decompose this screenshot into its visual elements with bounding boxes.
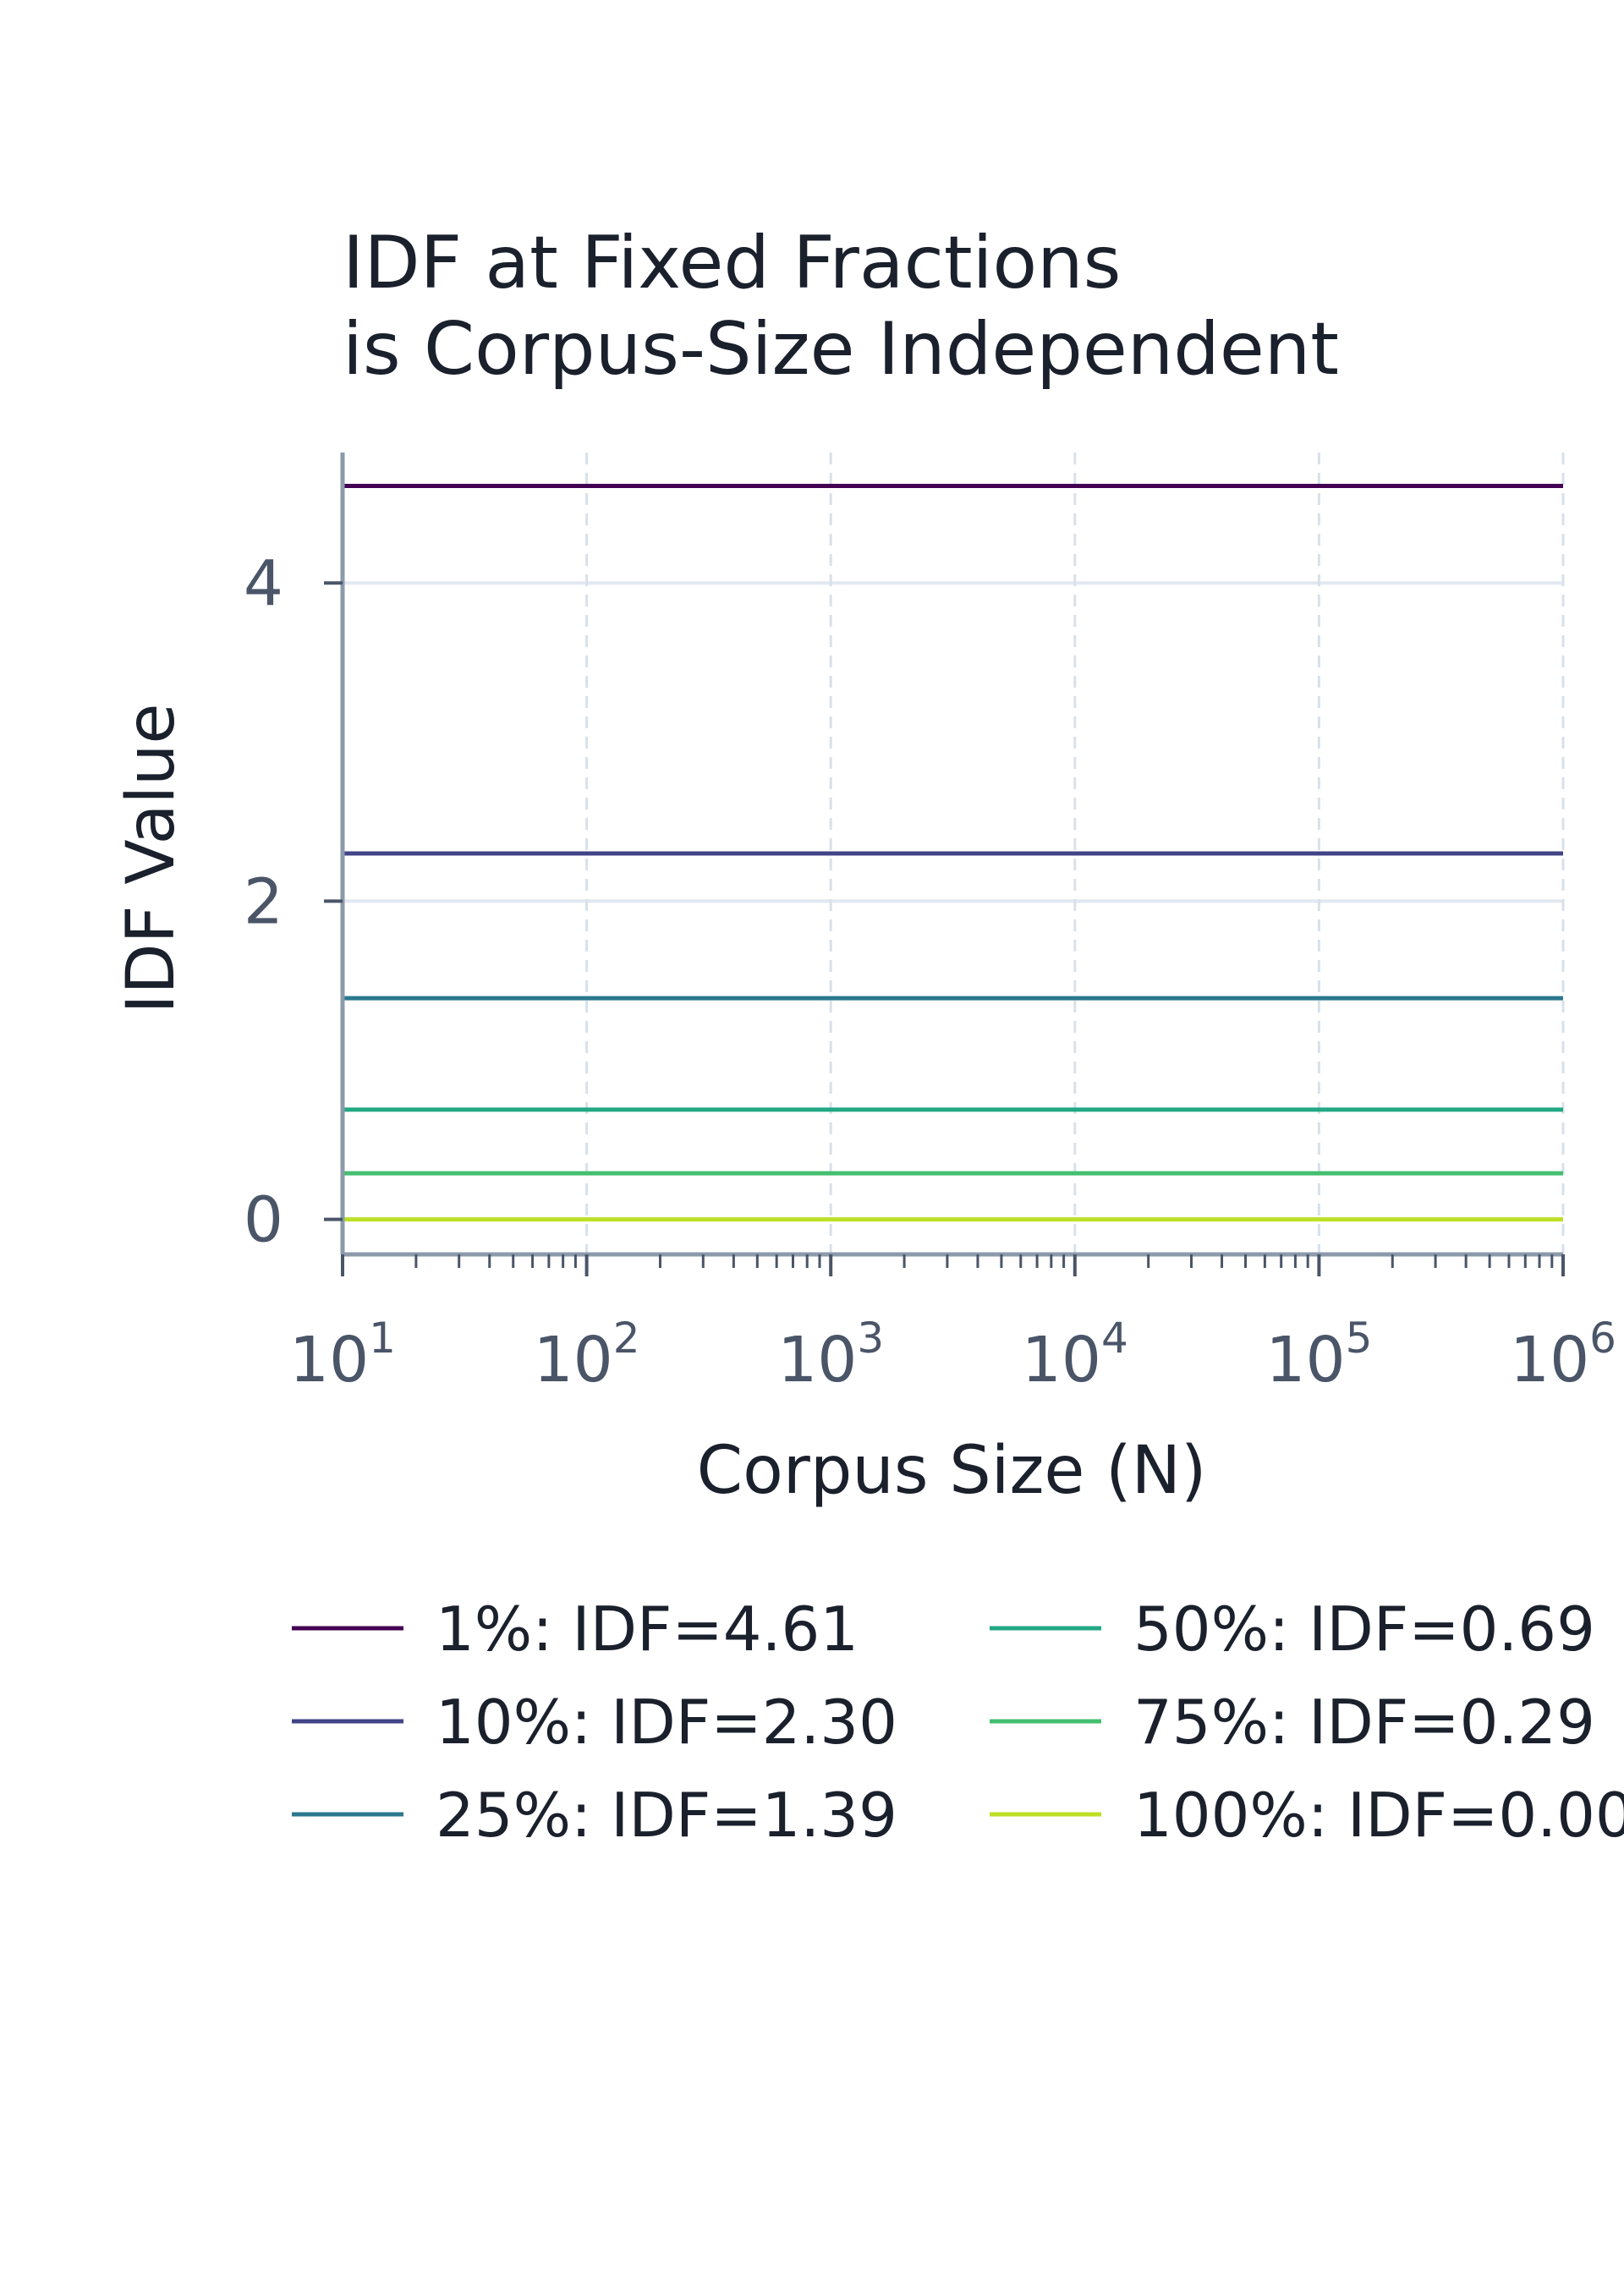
- legend-label: 10%: IDF=2.30: [436, 1687, 897, 1758]
- y-axis-label: IDF Value: [113, 704, 189, 1014]
- series-lines: [343, 484, 1563, 1222]
- y-ticks: 0 2 4: [244, 547, 343, 1257]
- legend-label: 75%: IDF=0.29: [1133, 1687, 1595, 1758]
- x-tick-exponent: 1: [369, 1314, 396, 1363]
- chart-title-line-2: is Corpus-Size Independent: [343, 307, 1339, 392]
- legend-label: 50%: IDF=0.69: [1133, 1594, 1595, 1665]
- chart-title: IDF at Fixed Fractions is Corpus-Size In…: [343, 221, 1339, 392]
- x-ticks: 101 102 103 104 105 106: [289, 1254, 1616, 1396]
- x-tick-base: 10: [1022, 1324, 1101, 1396]
- axes: [340, 453, 1563, 1257]
- x-tick-label: 105: [1265, 1314, 1372, 1396]
- x-tick-label: 101: [289, 1314, 396, 1396]
- chart-title-line-1: IDF at Fixed Fractions: [343, 221, 1121, 305]
- x-tick-base: 10: [289, 1324, 369, 1396]
- x-tick-base: 10: [1510, 1324, 1589, 1396]
- x-tick-label: 103: [777, 1314, 884, 1396]
- legend-label: 1%: IDF=4.61: [436, 1594, 859, 1665]
- x-tick-label: 102: [534, 1314, 640, 1396]
- x-tick-base: 10: [534, 1324, 613, 1396]
- legend-label: 100%: IDF=0.00: [1133, 1780, 1624, 1851]
- x-tick-base: 10: [1265, 1324, 1345, 1396]
- x-tick-exponent: 6: [1589, 1314, 1616, 1363]
- x-tick-base: 10: [777, 1324, 857, 1396]
- x-axis-label: Corpus Size (N): [697, 1433, 1207, 1509]
- x-tick-label: 106: [1510, 1314, 1616, 1396]
- x-tick-label: 104: [1022, 1314, 1128, 1396]
- x-tick-exponent: 3: [857, 1314, 884, 1363]
- legend: 1%: IDF=4.61 10%: IDF=2.30 25%: IDF=1.39 50…: [292, 1594, 1624, 1851]
- y-tick-label: 4: [244, 547, 283, 620]
- x-tick-exponent: 4: [1101, 1314, 1128, 1363]
- y-tick-label: 2: [244, 865, 283, 938]
- x-tick-exponent: 2: [613, 1314, 640, 1363]
- y-tick-label: 0: [244, 1184, 283, 1257]
- legend-label: 25%: IDF=1.39: [436, 1780, 897, 1851]
- x-tick-exponent: 5: [1346, 1314, 1373, 1363]
